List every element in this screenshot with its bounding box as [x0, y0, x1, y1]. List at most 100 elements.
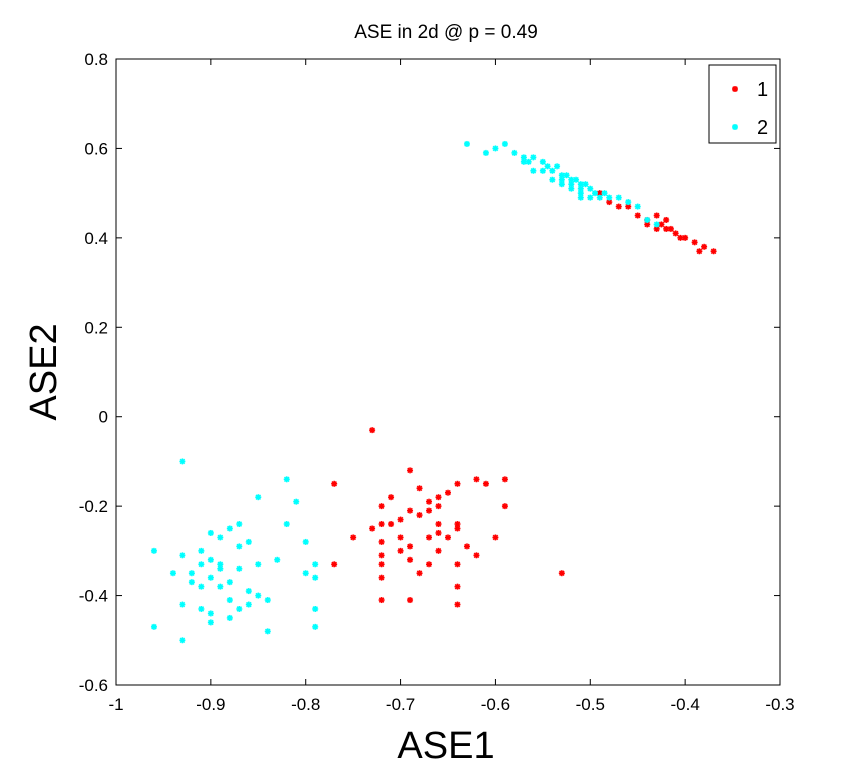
data-point-series-1	[416, 570, 423, 577]
data-point-series-2	[236, 565, 243, 572]
data-point-series-2	[255, 561, 262, 568]
data-point-series-2	[601, 190, 608, 197]
data-point-series-2	[179, 552, 186, 559]
x-tick-label: -0.5	[576, 695, 605, 714]
data-point-series-2	[312, 623, 319, 630]
data-point-series-2	[274, 556, 281, 563]
data-point-series-2	[558, 176, 565, 183]
x-tick-label: -0.9	[196, 695, 225, 714]
data-point-series-2	[236, 521, 243, 528]
data-point-series-2	[520, 158, 527, 165]
data-point-series-1	[682, 234, 689, 241]
data-point-series-2	[188, 579, 195, 586]
data-point-series-1	[672, 230, 679, 237]
data-point-series-2	[188, 570, 195, 577]
data-point-series-2	[217, 583, 224, 590]
x-tick-label: -0.3	[765, 695, 794, 714]
data-points	[150, 140, 717, 644]
data-point-series-2	[217, 561, 224, 568]
legend-marker-symbol	[732, 86, 738, 92]
data-point-series-2	[501, 140, 508, 147]
data-point-series-1	[435, 521, 442, 528]
data-point-series-2	[245, 588, 252, 595]
y-tick-label: -0.2	[79, 497, 108, 516]
data-point-series-2	[554, 163, 561, 170]
data-point-series-1	[435, 494, 442, 501]
data-point-series-1	[388, 494, 395, 501]
data-point-series-2	[312, 605, 319, 612]
data-point-series-2	[283, 521, 290, 528]
data-point-series-1	[407, 543, 414, 550]
data-point-series-1	[677, 234, 684, 241]
chart-title: ASE in 2d @ p = 0.49	[354, 22, 538, 43]
data-point-series-2	[226, 579, 233, 586]
data-point-series-2	[226, 614, 233, 621]
data-point-series-1	[558, 570, 565, 577]
data-point-series-2	[217, 565, 224, 572]
data-point-series-1	[397, 547, 404, 554]
data-point-series-1	[445, 534, 451, 541]
data-point-series-2	[312, 561, 319, 568]
data-point-series-1	[350, 534, 357, 541]
data-point-series-2	[207, 610, 214, 617]
data-point-series-2	[264, 628, 271, 635]
data-point-series-2	[245, 601, 252, 608]
data-point-series-2	[198, 561, 205, 568]
data-point-series-2	[207, 556, 214, 563]
data-point-series-1	[435, 529, 442, 536]
data-point-series-2	[198, 605, 205, 612]
data-point-series-1	[482, 480, 489, 487]
data-point-series-1	[454, 561, 461, 568]
data-point-series-1	[501, 476, 508, 483]
data-point-series-1	[663, 216, 670, 223]
data-point-series-1	[397, 534, 404, 541]
data-point-series-2	[255, 592, 262, 599]
data-point-series-2	[634, 203, 641, 210]
y-axis-label: ASE2	[23, 323, 65, 420]
data-point-series-2	[463, 140, 470, 147]
data-point-series-1	[407, 507, 414, 514]
data-point-series-2	[207, 619, 214, 626]
y-tick-label: 0.6	[84, 139, 108, 158]
data-point-series-1	[378, 503, 385, 510]
x-tick-label: -0.6	[481, 695, 510, 714]
data-point-series-1	[407, 597, 414, 604]
data-point-series-2	[226, 525, 233, 532]
data-point-series-2	[644, 216, 651, 223]
data-point-series-2	[587, 185, 594, 192]
data-point-series-2	[302, 538, 309, 545]
data-point-series-1	[454, 583, 461, 590]
data-point-series-1	[426, 498, 433, 505]
data-point-series-1	[435, 547, 442, 554]
data-point-series-2	[302, 570, 309, 577]
data-point-series-1	[615, 203, 622, 210]
data-point-series-2	[264, 597, 271, 604]
data-point-series-1	[691, 239, 698, 246]
data-point-series-2	[549, 167, 556, 174]
data-point-series-2	[539, 158, 546, 165]
data-point-series-1	[454, 601, 461, 608]
data-point-series-1	[397, 516, 404, 523]
legend-label-1: 1	[757, 79, 768, 101]
data-point-series-2	[150, 547, 157, 554]
data-point-series-2	[544, 163, 551, 170]
data-point-series-2	[169, 570, 176, 577]
data-point-series-1	[407, 467, 414, 474]
legend-marker-symbol	[732, 124, 738, 130]
data-point-series-1	[454, 480, 461, 487]
legend-marker-2	[732, 124, 738, 130]
data-point-series-2	[217, 534, 224, 541]
data-point-series-2	[577, 194, 584, 201]
data-point-series-1	[445, 489, 451, 496]
data-point-series-1	[696, 248, 703, 255]
data-point-series-2	[226, 597, 233, 604]
data-point-series-2	[293, 498, 300, 505]
data-point-series-2	[236, 605, 243, 612]
data-point-series-1	[426, 561, 433, 568]
data-point-series-1	[407, 556, 414, 563]
data-point-series-1	[473, 552, 480, 559]
data-point-series-2	[549, 176, 556, 183]
legend-label-2: 2	[757, 117, 768, 139]
data-point-series-2	[653, 221, 660, 228]
data-point-series-2	[596, 194, 603, 201]
